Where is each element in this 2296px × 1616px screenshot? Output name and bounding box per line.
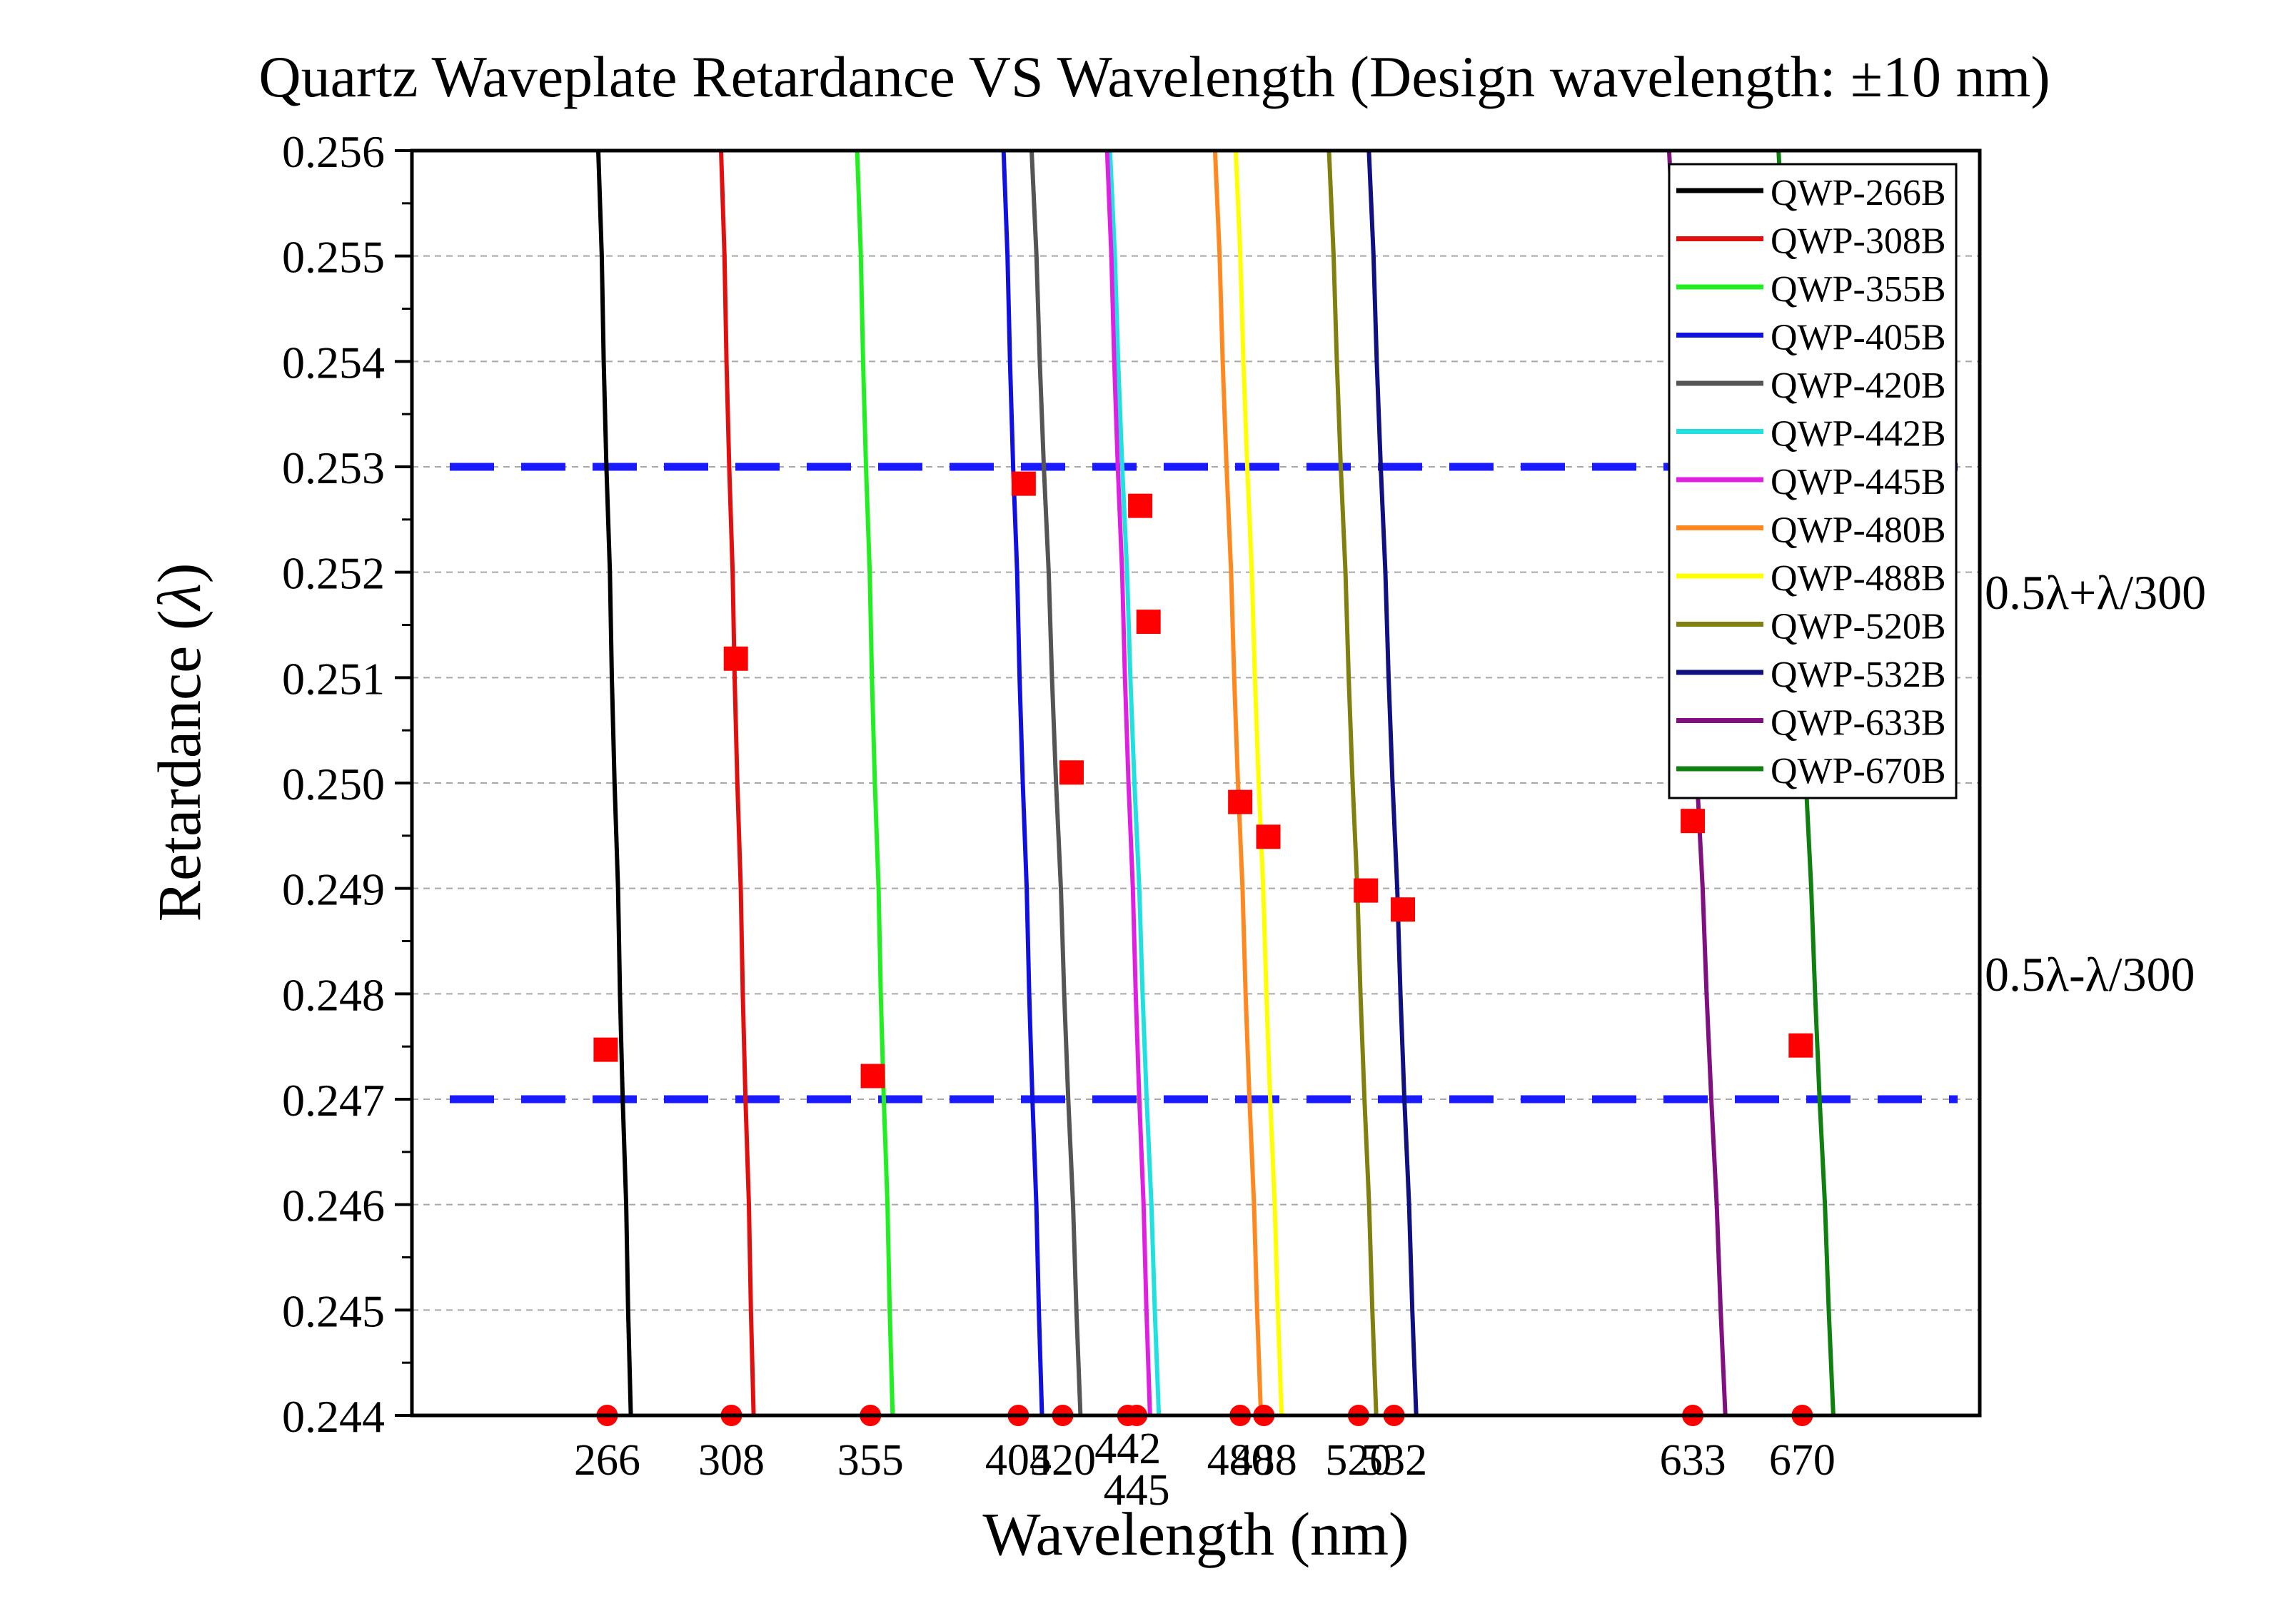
y-tick-label: 0.255: [282, 232, 385, 283]
square-marker: [1228, 789, 1253, 814]
legend-label: QWP-405B: [1771, 318, 1946, 358]
lower-tolerance-label: 0.5λ-λ/300: [1985, 947, 2195, 1001]
x-tick-label: 405: [985, 1436, 1052, 1485]
y-tick-label: 0.246: [282, 1181, 385, 1231]
upper-tolerance-label: 0.5λ+λ/300: [1985, 565, 2206, 620]
series-line: [1104, 151, 1152, 1415]
y-tick-label: 0.251: [282, 653, 385, 704]
y-tick-label: 0.250: [282, 759, 385, 809]
series-line: [1107, 151, 1162, 1415]
y-tick-label: 0.247: [282, 1075, 385, 1126]
legend-label: QWP-355B: [1771, 269, 1946, 310]
x-axis-label: Wavelength (nm): [982, 1500, 1409, 1568]
x-tick-label: 355: [837, 1436, 904, 1485]
y-tick-label: 0.253: [282, 443, 385, 493]
legend-label: QWP-488B: [1771, 558, 1946, 599]
series-line: [1366, 151, 1419, 1415]
series-line: [1001, 151, 1044, 1415]
x-tick-label: 488: [1231, 1436, 1297, 1485]
legend-label: QWP-532B: [1771, 655, 1946, 695]
square-marker: [1681, 809, 1706, 834]
x-tick-label: 633: [1660, 1436, 1726, 1485]
square-marker: [1354, 878, 1379, 903]
chart-title: Quartz Waveplate Retardance VS Wavelengt…: [258, 44, 2050, 109]
y-tick-label: 0.244: [282, 1391, 385, 1442]
x-tick-label: 266: [574, 1436, 640, 1485]
square-marker: [1391, 897, 1416, 922]
series-line: [1326, 151, 1379, 1415]
series-line: [719, 151, 756, 1415]
square-marker: [1059, 760, 1084, 785]
series-line: [1212, 151, 1264, 1415]
legend-label: QWP-520B: [1771, 607, 1946, 647]
x-tick-label: 308: [698, 1436, 765, 1485]
x-tick-label: 420: [1029, 1436, 1096, 1485]
legend-label: QWP-670B: [1771, 751, 1946, 792]
y-tick-label: 0.248: [282, 969, 385, 1020]
legend-label: QWP-480B: [1771, 510, 1946, 551]
y-tick-label: 0.252: [282, 548, 385, 599]
legend-label: QWP-420B: [1771, 365, 1946, 406]
square-marker: [1136, 610, 1161, 635]
y-tick-label: 0.256: [282, 126, 385, 177]
square-marker: [1788, 1033, 1813, 1058]
x-tick-label: 670: [1769, 1436, 1836, 1485]
legend-label: QWP-633B: [1771, 703, 1946, 744]
square-marker: [1011, 471, 1036, 496]
y-tick-label: 0.249: [282, 864, 385, 915]
series-line: [596, 151, 633, 1415]
y-axis-label-symbol: λ: [145, 583, 213, 612]
square-marker: [593, 1037, 618, 1062]
y-axis: 0.244 0.245 0.246 0.247 0.248 0.249 0.250 0.251…: [282, 126, 412, 1442]
legend-label: QWP-442B: [1771, 414, 1946, 455]
series-line: [1029, 151, 1083, 1415]
x-tick-label: 520: [1325, 1436, 1391, 1485]
y-tick-label: 0.245: [282, 1286, 385, 1336]
y-tick-label: 0.254: [282, 337, 385, 388]
square-marker: [1128, 493, 1153, 518]
legend: QWP-266B QWP-308B QWP-355B QWP-405B QWP-420B…: [1668, 163, 1958, 799]
y-axis-label-close: ): [145, 563, 213, 584]
series-line: [855, 151, 895, 1415]
square-marker: [860, 1064, 885, 1089]
legend-label: QWP-445B: [1771, 462, 1946, 503]
y-axis-label: Retardance (λ): [145, 563, 213, 922]
legend-label: QWP-266B: [1771, 173, 1946, 213]
x-tick-label: 532: [1361, 1436, 1427, 1485]
y-axis-label-text: Retardance (: [145, 610, 213, 922]
x-tick-label: 445: [1104, 1466, 1170, 1515]
x-tick-label: 480: [1207, 1436, 1274, 1485]
square-marker: [1256, 824, 1281, 849]
legend-label: QWP-308B: [1771, 221, 1946, 262]
data-markers: [593, 471, 1813, 1426]
series-line: [1233, 151, 1284, 1415]
square-marker: [723, 646, 748, 671]
x-tick-label: 442: [1094, 1425, 1161, 1473]
